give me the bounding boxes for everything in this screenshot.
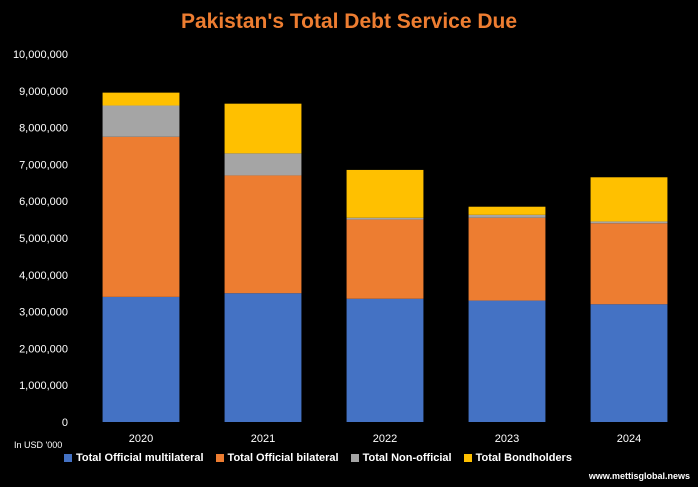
- bar-segment: [224, 103, 302, 154]
- bar-segment: [468, 206, 546, 215]
- y-tick-label: 5,000,000: [19, 233, 68, 245]
- bar-segment: [590, 223, 668, 305]
- y-tick-label: 0: [62, 417, 68, 429]
- legend-swatch: [64, 454, 72, 462]
- x-tick-label: 2020: [129, 433, 153, 445]
- legend-swatch: [463, 454, 472, 462]
- y-tick-label: 3,000,000: [19, 307, 68, 319]
- legend-label: Total Bondholders: [475, 452, 572, 464]
- legend-item: Total Official multilateral: [64, 452, 204, 464]
- legend-label: Total Official bilateral: [227, 452, 339, 464]
- legend-swatch: [350, 454, 359, 462]
- source-credit: www.mettisglobal.news: [588, 471, 690, 481]
- bar-segment: [102, 296, 180, 422]
- bar-segment: [346, 298, 424, 422]
- legend-swatch: [215, 454, 224, 462]
- legend-label: Total Official multilateral: [76, 452, 204, 464]
- bar-segment: [224, 153, 302, 176]
- bar-segment: [224, 175, 302, 294]
- legend-item: Total Bondholders: [463, 452, 572, 464]
- bar-segment: [468, 300, 546, 422]
- chart-title: Pakistan's Total Debt Service Due: [180, 10, 518, 33]
- y-tick-label: 10,000,000: [13, 49, 68, 61]
- bar-segment: [102, 92, 180, 106]
- unit-note: In USD '000: [14, 440, 63, 450]
- bar-segment: [102, 136, 180, 297]
- bar-segment: [102, 105, 180, 137]
- bar-segment: [590, 304, 668, 422]
- legend: Total Official multilateral Total Officia…: [64, 452, 572, 464]
- y-tick-label: 1,000,000: [19, 380, 68, 392]
- legend-item: Total Non-official: [350, 452, 452, 464]
- bar-segment: [224, 293, 302, 422]
- bar-segment: [346, 219, 424, 299]
- bar-segment: [590, 177, 668, 222]
- bar-segment: [346, 217, 424, 220]
- legend-label: Total Non-official: [362, 452, 452, 464]
- y-tick-label: 9,000,000: [19, 86, 68, 98]
- bar-segment: [468, 214, 546, 218]
- bar-segment: [590, 221, 668, 224]
- y-tick-label: 6,000,000: [19, 196, 68, 208]
- x-tick-label: 2023: [495, 433, 519, 445]
- x-tick-label: 2021: [251, 433, 275, 445]
- y-tick-label: 2,000,000: [19, 343, 68, 355]
- y-tick-label: 4,000,000: [19, 270, 68, 282]
- legend-item: Total Official bilateral: [215, 452, 339, 464]
- bar-segment: [346, 169, 424, 218]
- bar-segment: [468, 217, 546, 301]
- x-tick-label: 2024: [617, 433, 641, 445]
- y-tick-label: 8,000,000: [19, 123, 68, 135]
- x-tick-label: 2022: [373, 433, 397, 445]
- y-tick-label: 7,000,000: [19, 159, 68, 171]
